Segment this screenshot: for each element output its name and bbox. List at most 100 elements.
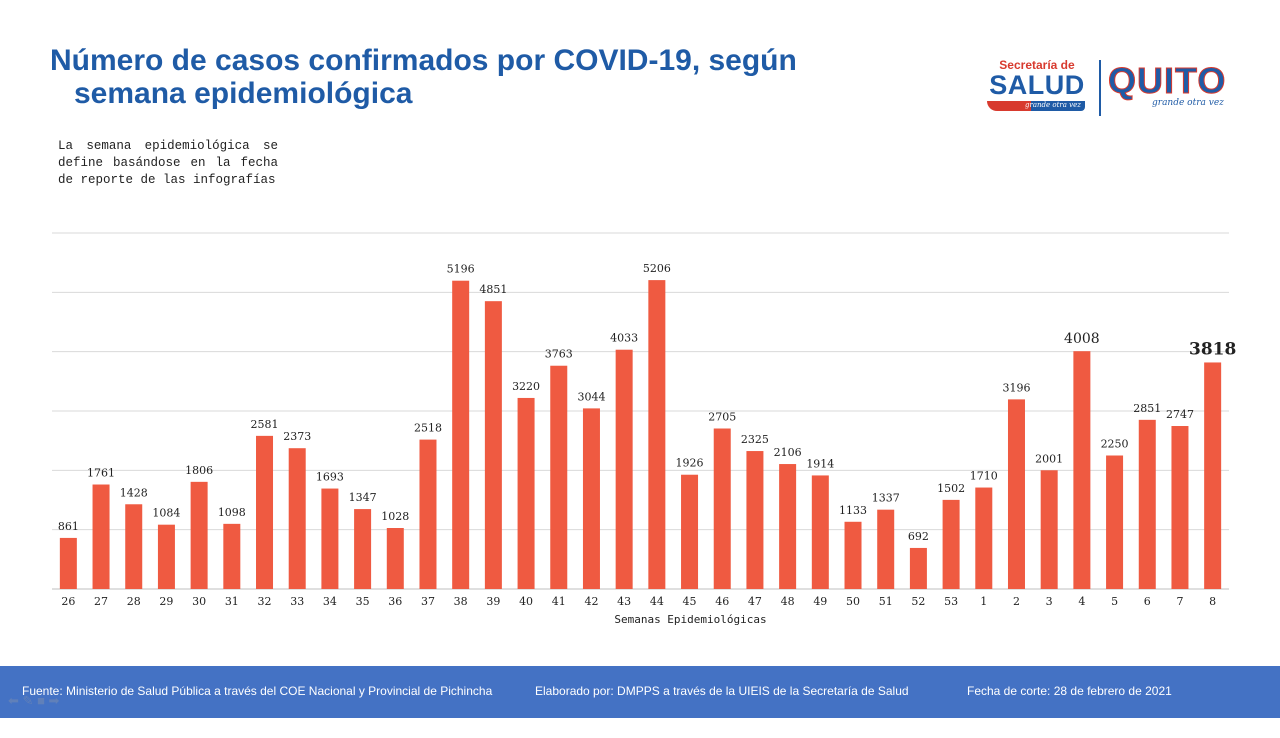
x-tick-label: 51: [879, 595, 893, 608]
bar: [288, 448, 306, 589]
quito-logo: QUITO grande otra vez: [1107, 60, 1228, 116]
footer-source: Fuente: Ministerio de Salud Pública a tr…: [22, 684, 493, 698]
bar: [1106, 455, 1124, 589]
bar: [256, 435, 274, 589]
pen-icon[interactable]: ✎: [22, 693, 34, 708]
x-tick-label: 48: [781, 595, 795, 608]
data-label: 692: [908, 530, 929, 543]
bar: [321, 488, 339, 589]
bar: [354, 509, 372, 589]
data-label: 1428: [120, 486, 148, 499]
bar: [877, 509, 895, 589]
bar: [811, 475, 829, 589]
data-label: 1926: [676, 457, 704, 470]
data-label: 1710: [970, 470, 998, 483]
data-label: 2373: [283, 430, 311, 443]
x-tick-label: 44: [650, 595, 664, 608]
x-tick-label: 29: [159, 595, 173, 608]
data-label: 1761: [87, 467, 115, 480]
data-label: 3763: [545, 348, 573, 361]
bar: [942, 499, 960, 589]
data-label: 3044: [577, 390, 605, 403]
screen-icon[interactable]: ■: [37, 693, 45, 708]
data-label: 1337: [872, 492, 900, 505]
x-tick-label: 49: [813, 595, 827, 608]
data-label: 2001: [1035, 452, 1063, 465]
data-label: 5196: [447, 263, 475, 276]
logo-salud-band: [987, 101, 1085, 111]
x-tick-label: 1: [980, 595, 987, 608]
data-label: 861: [58, 520, 79, 533]
bar: [779, 464, 797, 589]
x-tick-label: 34: [323, 595, 337, 608]
bar: [59, 537, 77, 589]
bar: [746, 451, 764, 589]
footer-bar: Fuente: Ministerio de Salud Pública a tr…: [0, 666, 1280, 718]
arrow-left-icon[interactable]: ⬅: [8, 693, 19, 708]
bar: [484, 301, 502, 589]
x-tick-label: 47: [748, 595, 762, 608]
data-label: 2581: [251, 418, 279, 431]
x-tick-label: 31: [225, 595, 239, 608]
logo-quito-main: QUITO: [1107, 60, 1227, 102]
bar: [1040, 470, 1058, 589]
x-tick-label: 26: [61, 595, 75, 608]
x-tick-label: 53: [944, 595, 958, 608]
data-label: 2250: [1101, 438, 1129, 451]
bar: [844, 521, 862, 589]
x-tick-label: 42: [584, 595, 598, 608]
x-tick-label: 35: [356, 595, 370, 608]
data-label: 4008: [1064, 331, 1100, 347]
data-label: 4851: [479, 283, 507, 296]
x-tick-label: 7: [1176, 595, 1183, 608]
data-label: 1133: [839, 504, 867, 517]
x-tick-label: 45: [683, 595, 697, 608]
bar: [615, 349, 633, 589]
x-tick-label: 52: [911, 595, 925, 608]
x-tick-label: 5: [1111, 595, 1118, 608]
x-tick-label: 40: [519, 595, 533, 608]
x-tick-label: 8: [1209, 595, 1216, 608]
title-line-1: Número de casos confirmados por COVID-19…: [50, 44, 797, 77]
x-tick-label: 38: [454, 595, 468, 608]
x-tick-label: 43: [617, 595, 631, 608]
bar: [157, 524, 175, 589]
data-label: 1806: [185, 464, 213, 477]
bar: [1138, 419, 1156, 589]
data-label: 2851: [1133, 402, 1161, 415]
logo-salud-top: Secretaría de: [999, 58, 1075, 72]
bar: [1171, 426, 1189, 589]
definition-note: La semana epidemiológica se define basán…: [58, 139, 278, 187]
page-title: Número de casos confirmados por COVID-19…: [50, 44, 797, 110]
x-axis-title: Semanas Epidemiológicas: [614, 613, 766, 626]
bar: [92, 484, 110, 589]
x-tick-label: 41: [552, 595, 566, 608]
slide-controls[interactable]: ⬅ ✎ ■ ➡: [8, 693, 59, 709]
logo-divider: [1099, 60, 1101, 116]
data-label: 3220: [512, 380, 540, 393]
x-tick-label: 39: [486, 595, 500, 608]
data-label: 4033: [610, 332, 638, 345]
data-label: 2747: [1166, 408, 1194, 421]
bar: [909, 547, 927, 589]
bar: [1204, 362, 1222, 589]
footer-prepared-by: Elaborado por: DMPPS a través de la UIEI…: [535, 684, 909, 698]
x-tick-label: 36: [388, 595, 402, 608]
data-label: 2518: [414, 422, 442, 435]
arrow-right-icon[interactable]: ➡: [48, 693, 60, 708]
cases-bar-chart: 8612617612714282810842918063010983125813…: [52, 232, 1236, 626]
bar: [223, 523, 241, 589]
data-label: 2325: [741, 433, 769, 446]
bar: [713, 428, 731, 589]
logo-salud-tagline: grande otra vez: [1025, 101, 1081, 109]
data-label: 1914: [806, 457, 834, 470]
bar: [419, 439, 437, 589]
bar: [125, 504, 143, 589]
data-label: 2106: [774, 446, 802, 459]
data-label: 1084: [152, 507, 180, 520]
bar: [582, 408, 600, 589]
x-tick-label: 27: [94, 595, 108, 608]
x-tick-label: 30: [192, 595, 206, 608]
data-label: 3818: [1189, 339, 1236, 359]
title-line-2: semana epidemiológica: [74, 77, 413, 110]
